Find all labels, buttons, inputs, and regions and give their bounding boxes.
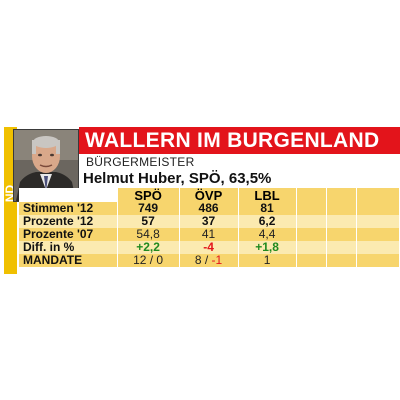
table-header-row: SPÖ ÖVP LBL — [19, 188, 400, 202]
cell-value: 4,4 — [239, 228, 297, 241]
row-label: Prozente '07 — [19, 228, 118, 241]
title-bar: WALLERN IM BURGENLAND — [79, 127, 400, 154]
cell-value: 57 — [118, 215, 180, 228]
mayor-name: Helmut Huber, SPÖ, 63,5% — [83, 170, 272, 187]
table-row: Prozente '07 54,8 41 4,4 — [19, 228, 400, 241]
table-row: Diff. in % +2,2 -4 +1,8 — [19, 241, 400, 254]
row-label: Prozente '12 — [19, 215, 118, 228]
cell-value: +2,2 — [118, 241, 180, 254]
mayor-role-label: BÜRGERMEISTER — [86, 155, 195, 169]
page-title: WALLERN IM BURGENLAND — [85, 129, 380, 152]
cell-value: 749 — [118, 202, 180, 215]
empty-header-cell — [326, 188, 357, 202]
empty-header-cell — [356, 188, 400, 202]
column-header-lbl: LBL — [238, 188, 297, 202]
results-table: SPÖ ÖVP LBL Stimmen '12 749 486 81 Proze… — [19, 188, 400, 267]
election-result-card: ND WALLERN IM BURGENLAND BÜRGERMEISTER H… — [3, 125, 400, 274]
empty-header-cell — [296, 188, 327, 202]
cell-value: 54,8 — [118, 228, 180, 241]
cell-value: 6,2 — [239, 215, 297, 228]
mandate-count: 8 / — [194, 253, 212, 267]
cell-value: 486 — [180, 202, 239, 215]
cell-value: 37 — [180, 215, 239, 228]
row-label: Diff. in % — [19, 241, 118, 254]
cell-value: +1,8 — [239, 241, 297, 254]
column-header-spoe: SPÖ — [117, 188, 180, 202]
table-row: MANDATE 12 / 0 8 / -1 1 — [19, 254, 400, 267]
cell-value: 1 — [239, 254, 297, 267]
cell-value: -4 — [180, 241, 239, 254]
row-label: MANDATE — [19, 254, 118, 267]
table-row: Stimmen '12 749 486 81 — [19, 202, 400, 215]
cell-value: 41 — [180, 228, 239, 241]
header-empty-cell — [19, 188, 118, 202]
cell-value: 12 / 0 — [118, 254, 180, 267]
table-row: Prozente '12 57 37 6,2 — [19, 215, 400, 228]
row-label: Stimmen '12 — [19, 202, 118, 215]
cell-value: 81 — [239, 202, 297, 215]
mandate-change: -1 — [211, 253, 223, 267]
cell-value: 8 / -1 — [180, 254, 239, 267]
column-header-oevp: ÖVP — [179, 188, 239, 202]
